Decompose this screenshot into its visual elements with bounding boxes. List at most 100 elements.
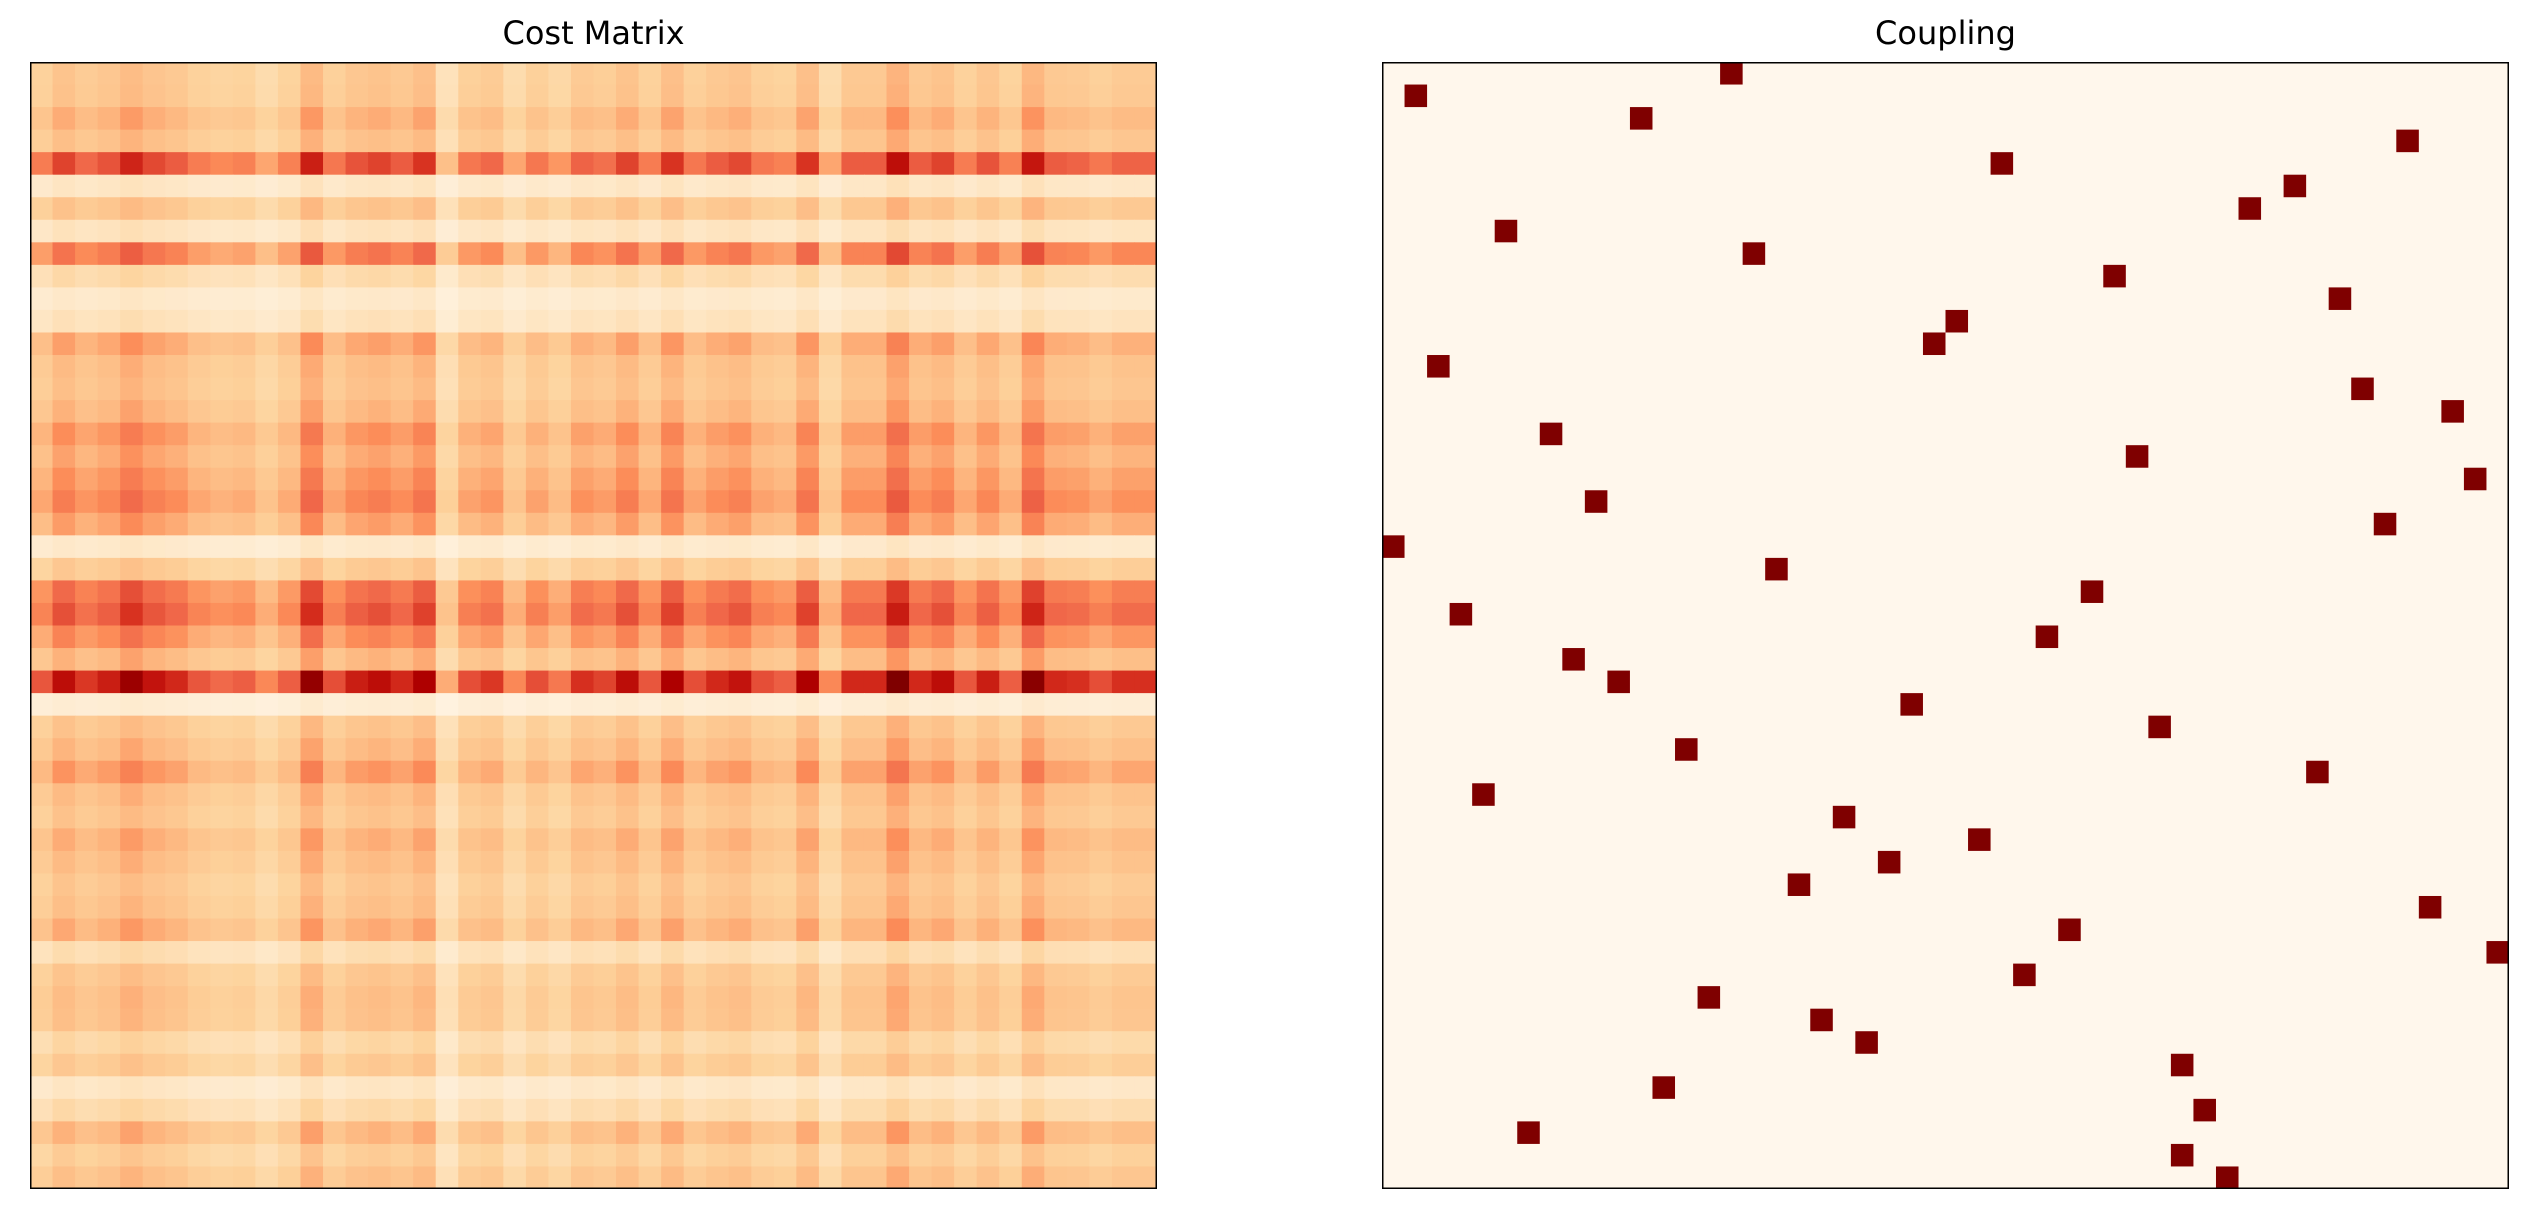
cost-cell [142, 873, 166, 897]
cost-cell [1111, 918, 1136, 942]
cost-cell [1089, 625, 1113, 649]
cost-cell [255, 1008, 279, 1032]
cost-cell [345, 62, 369, 86]
cost-cell [863, 219, 888, 243]
cost-cell [390, 828, 414, 852]
cost-cell [931, 580, 955, 604]
cost-cell [593, 918, 617, 942]
cost-cell [818, 648, 843, 672]
cost-cell [300, 490, 324, 514]
cost-cell [1066, 377, 1090, 401]
cost-cell [480, 535, 504, 559]
cost-cell [390, 107, 414, 131]
cost-cell [1021, 129, 1045, 153]
cost-cell [841, 1121, 865, 1145]
cost-cell [345, 264, 369, 288]
cost-cell [796, 783, 820, 807]
cost-cell [52, 783, 76, 807]
cost-cell [142, 1031, 166, 1055]
cost-cell [390, 129, 414, 153]
cost-cell [323, 445, 347, 469]
cost-cell [120, 219, 144, 243]
cost-cell [570, 850, 595, 875]
cost-cell [683, 625, 707, 649]
cost-cell [638, 1031, 662, 1055]
cost-cell [751, 738, 775, 762]
cost-cell [1021, 377, 1045, 401]
cost-cell [165, 84, 189, 108]
cost-cell [1021, 1098, 1045, 1122]
coupling-cell [1629, 107, 1653, 130]
cost-cell [30, 512, 54, 536]
cost-cell [458, 309, 482, 334]
cost-cell [863, 152, 888, 176]
cost-cell [323, 197, 347, 221]
cost-cell [52, 309, 76, 334]
cost-cell [142, 557, 166, 582]
cost-cell [1111, 355, 1136, 379]
cost-cell [751, 895, 775, 920]
cost-cell [300, 873, 324, 897]
cost-cell [187, 1143, 211, 1168]
cost-cell [1089, 174, 1113, 198]
coupling-cell [1584, 490, 1608, 513]
cost-cell [841, 1031, 865, 1055]
cost-cell [52, 355, 76, 379]
cost-cell [458, 219, 482, 243]
cost-cell [525, 738, 550, 762]
cost-cell [368, 648, 392, 672]
cost-cell [706, 152, 730, 176]
cost-cell [818, 895, 843, 920]
cost-cell [728, 152, 752, 176]
cost-cell [999, 828, 1023, 852]
cost-cell [323, 873, 347, 897]
cost-cell [525, 918, 550, 942]
cost-cell [97, 602, 121, 627]
cost-cell [1044, 783, 1068, 807]
coupling-cell [1968, 828, 1991, 851]
cost-cell [503, 648, 527, 672]
cost-cell [232, 152, 256, 176]
cost-cell [413, 400, 437, 424]
cost-cell [255, 84, 279, 108]
cost-cell [661, 400, 685, 424]
cost-cell [187, 1166, 211, 1189]
cost-cell [368, 422, 392, 446]
cost-cell [886, 62, 910, 86]
cost-cell [413, 873, 437, 897]
cost-cell [52, 84, 76, 108]
cost-cell [683, 760, 707, 784]
cost-cell [1066, 219, 1090, 243]
cost-cell [1044, 1121, 1068, 1145]
cost-cell [728, 422, 752, 446]
cost-cell [1134, 512, 1157, 536]
cost-cell [503, 467, 527, 491]
cost-cell [751, 557, 775, 582]
coupling-cell [2486, 941, 2509, 964]
cost-cell [75, 197, 99, 221]
cost-cell [841, 490, 865, 514]
cost-cell [345, 963, 369, 987]
cost-cell [255, 332, 279, 356]
cost-cell [187, 174, 211, 198]
cost-cell [255, 152, 279, 176]
cost-cell [52, 1143, 76, 1168]
cost-cell [886, 648, 910, 672]
cost-cell [728, 400, 752, 424]
cost-cell [1134, 152, 1157, 176]
cost-cell [390, 580, 414, 604]
cost-cell [232, 422, 256, 446]
cost-cell [638, 1121, 662, 1145]
cost-cell [503, 805, 527, 829]
cost-cell [751, 467, 775, 491]
cost-cell [75, 1166, 99, 1189]
cost-cell [570, 1098, 595, 1122]
cost-cell [796, 400, 820, 424]
cost-cell [863, 107, 888, 131]
cost-cell [345, 1076, 369, 1100]
cost-cell [728, 1143, 752, 1168]
cost-cell [345, 986, 369, 1010]
cost-cell [458, 467, 482, 491]
cost-cell [52, 1121, 76, 1145]
cost-cell [300, 332, 324, 356]
